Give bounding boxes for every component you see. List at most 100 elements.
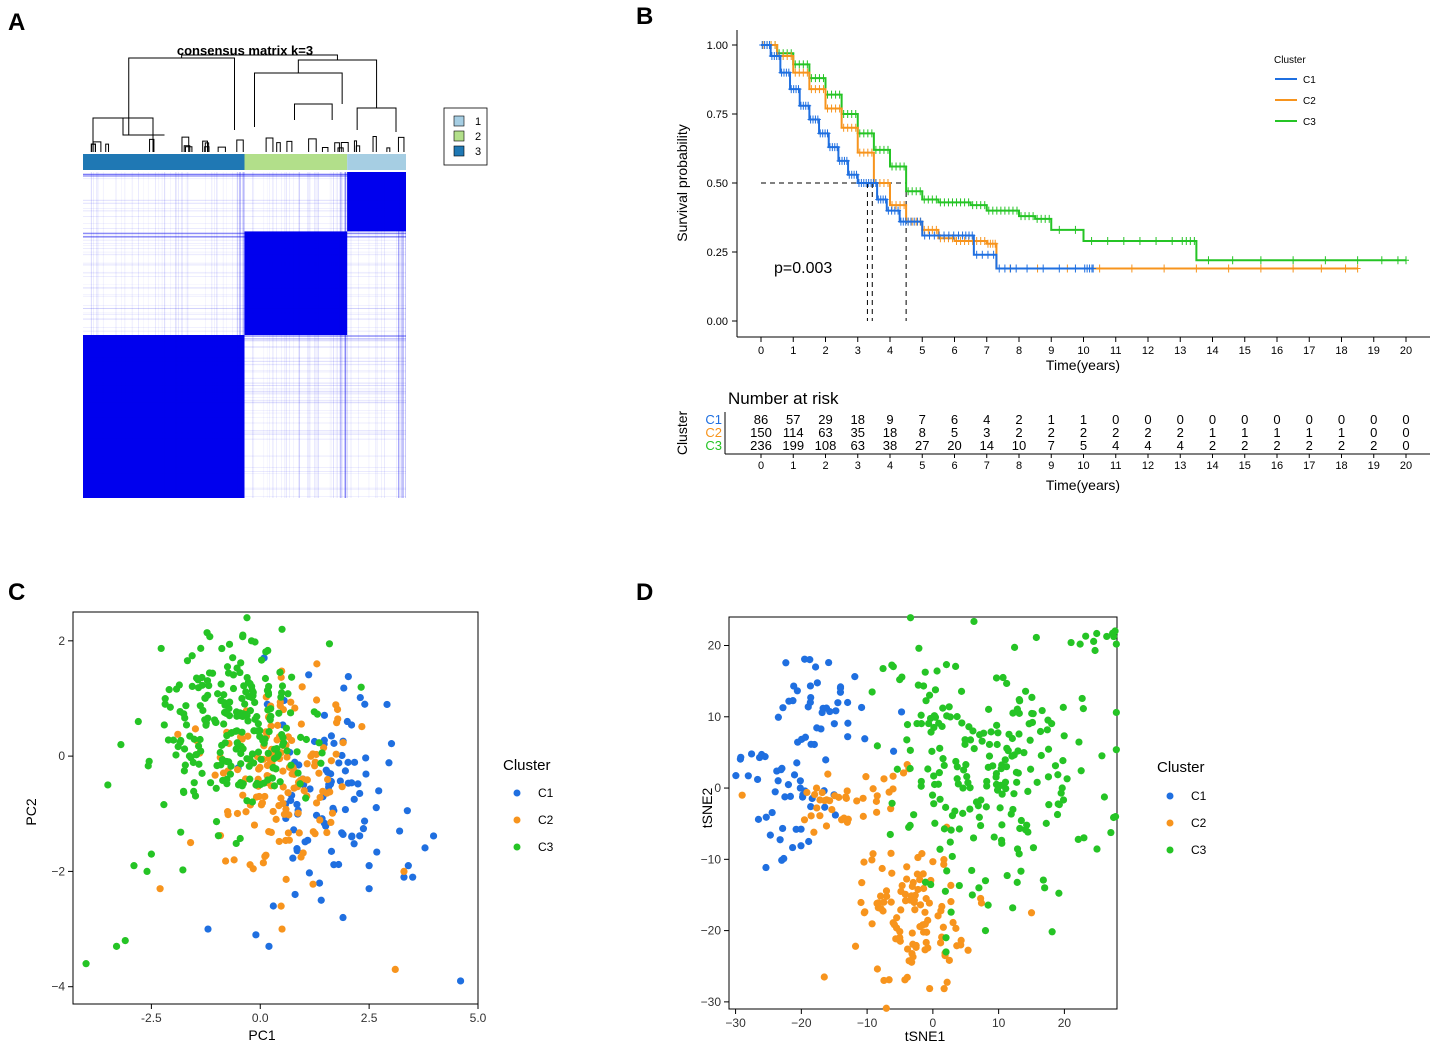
- consensus-block-3: [83, 335, 245, 498]
- tsne-point-c3: [958, 719, 966, 727]
- tsne-point-c3: [942, 948, 950, 956]
- tsne-point-c2: [882, 887, 891, 895]
- tsne-point-c3: [930, 800, 938, 808]
- dendrogram-link: [236, 139, 244, 152]
- risk-value: 2: [1080, 425, 1087, 440]
- censor-mark-c1: [984, 250, 991, 259]
- pca-point-c3: [196, 702, 204, 710]
- tsne-point-c1: [774, 777, 782, 785]
- risk-value: 2: [1338, 438, 1345, 453]
- tsne-point-c2: [911, 906, 919, 914]
- pca-point-c1: [301, 838, 309, 846]
- tsne-point-c3: [985, 705, 993, 713]
- tsne-point-c2: [807, 812, 815, 820]
- tsne-point-c3: [996, 804, 1004, 812]
- tsne-point-c3: [1042, 819, 1050, 827]
- tsne-point-c3: [1010, 790, 1018, 798]
- pca-point-c1: [387, 740, 396, 748]
- risk-value: 35: [851, 425, 865, 440]
- tsne-point-c3: [1013, 705, 1021, 713]
- pca-point-c2: [323, 828, 331, 837]
- pca-point-c3: [198, 673, 206, 682]
- pca-point-c2: [298, 683, 306, 691]
- survival-x-tick-label: 12: [1142, 345, 1154, 357]
- tsne-point-c3: [1028, 693, 1036, 701]
- pca-point-c3: [318, 749, 326, 757]
- pca-point-c3: [237, 659, 245, 667]
- dendrogram-link: [149, 138, 155, 152]
- survival-curve-c2: [761, 44, 1358, 270]
- pca-point-c3: [180, 745, 189, 753]
- pca-point-c2: [156, 885, 164, 893]
- tsne-point-c3: [933, 667, 941, 675]
- pca-point-c2: [327, 818, 335, 827]
- censor-mark-c3: [1056, 225, 1063, 234]
- survival-x-tick-label: 9: [1048, 345, 1054, 357]
- tsne-point-c2: [868, 920, 876, 928]
- tsne-point-c3: [990, 833, 998, 841]
- tsne-x-tick-label: −10: [857, 1016, 878, 1030]
- pca-point-c3: [190, 735, 198, 743]
- tsne-point-c2: [843, 787, 851, 795]
- censor-mark-c2: [788, 52, 795, 61]
- censor-mark-c3: [852, 110, 859, 118]
- tsne-point-c3: [941, 887, 949, 895]
- tsne-point-c2: [810, 828, 818, 836]
- risk-value: 2: [1112, 425, 1119, 440]
- pca-point-c3: [274, 750, 282, 758]
- tsne-point-c2: [977, 894, 985, 903]
- censor-mark-c1: [776, 52, 783, 61]
- tsne-point-c3: [1060, 732, 1068, 740]
- tsne-point-c3: [1014, 747, 1022, 755]
- pca-point-c3: [112, 942, 121, 950]
- pca-x-tick-label: 5.0: [470, 1011, 487, 1025]
- pca-point-c2: [277, 794, 285, 802]
- censor-mark-c2: [1161, 264, 1168, 273]
- censor-mark-c2: [868, 148, 875, 157]
- pca-point-c3: [232, 745, 240, 753]
- tsne-point-c3: [906, 746, 914, 754]
- risk-value: 6: [951, 412, 958, 427]
- pca-point-c3: [188, 652, 196, 660]
- dendrogram-link: [122, 118, 165, 136]
- tsne-point-c2: [813, 804, 821, 812]
- censor-mark-c2: [1318, 264, 1325, 273]
- tsne-point-c2: [936, 939, 945, 947]
- risk-value: 0: [1144, 412, 1151, 427]
- tsne-point-c3: [1103, 632, 1111, 641]
- pca-point-c3: [232, 839, 240, 848]
- risk-value: 114: [783, 425, 804, 440]
- tsne-point-c3: [935, 769, 943, 777]
- risk-value: 2: [1209, 438, 1216, 453]
- pca-point-c1: [360, 817, 369, 825]
- pca-point-c3: [164, 736, 173, 744]
- tsne-point-c3: [984, 763, 992, 771]
- pca-point-c2: [242, 808, 250, 816]
- pca-point-c1: [293, 800, 301, 809]
- tsne-point-c1: [790, 771, 799, 779]
- dendrogram-link: [105, 143, 110, 152]
- pca-point-c2: [263, 761, 272, 770]
- risk-table-ylabel: Cluster: [674, 410, 690, 455]
- pca-point-c3: [264, 749, 272, 757]
- pca-point-c2: [279, 783, 287, 791]
- tsne-point-c3: [994, 729, 1002, 737]
- tsne-point-c2: [880, 898, 888, 906]
- risk-row-label-c2: C2: [705, 425, 722, 440]
- censor-mark-c3: [1104, 236, 1111, 245]
- censor-mark-c1: [785, 68, 792, 77]
- tsne-point-c3: [1024, 787, 1032, 796]
- pca-point-c3: [253, 779, 261, 787]
- pca-point-c3: [180, 767, 188, 775]
- annotation-segment-2: [244, 154, 348, 170]
- tsne-point-c3: [953, 713, 961, 721]
- tsne-point-c2: [823, 796, 831, 804]
- tsne-point-c3: [1015, 730, 1023, 738]
- annotation-segment-3: [83, 154, 245, 170]
- dendrogram-link: [204, 146, 210, 152]
- pca-panel-border: [72, 611, 479, 1005]
- pca-point-c3: [227, 762, 235, 770]
- pca-point-c3: [229, 684, 238, 693]
- tsne-point-c2: [880, 775, 888, 783]
- pca-point-c3: [130, 862, 138, 870]
